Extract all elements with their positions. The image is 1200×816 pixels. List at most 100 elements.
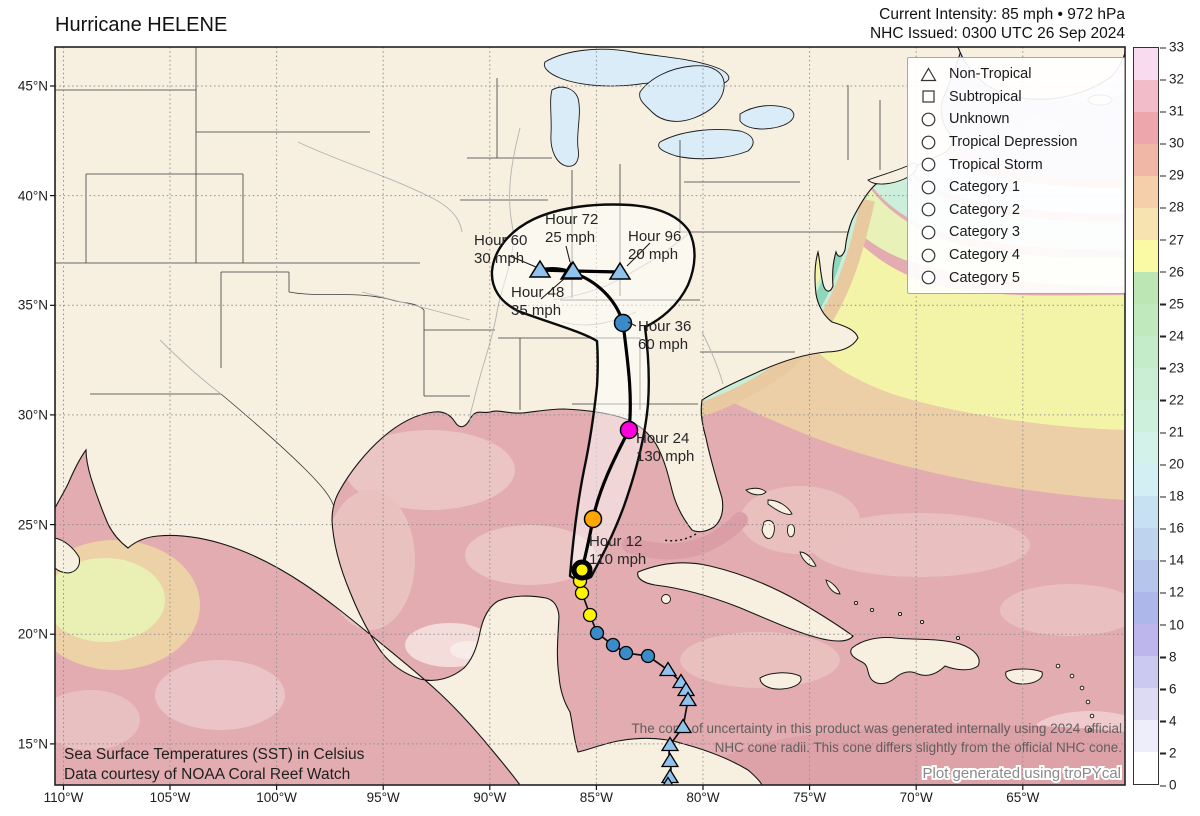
colorbar-tick-label: 22 [1159, 392, 1184, 407]
colorbar-segment [1134, 48, 1158, 80]
observed-track-markers [572, 573, 698, 785]
colorbar-segment [1134, 144, 1158, 176]
category-4-circle-icon [921, 248, 936, 262]
forecast-hour60-marker [528, 259, 552, 278]
colorbar-segment [1134, 560, 1158, 592]
legend-label: Unknown [949, 111, 1010, 128]
legend-label: Category 2 [949, 201, 1020, 218]
legend-item-category-1: Category 1 [908, 176, 1124, 199]
x-tick-label: 110°W [43, 790, 84, 805]
y-tick-label: 30°N [17, 407, 48, 423]
colorbar-tick-label: 28 [1159, 200, 1184, 215]
legend-item-category-5: Category 5 [908, 266, 1124, 289]
legend-item-category-3: Category 3 [908, 221, 1124, 244]
legend-label: Subtropical [949, 88, 1022, 105]
legend: Non-Tropical Subtropical Unknown Tropica… [907, 57, 1125, 294]
legend-item-non-tropical: Non-Tropical [908, 63, 1124, 86]
colorbar-segment [1134, 368, 1158, 400]
forecast-hour72-marker [561, 260, 585, 279]
north-america-landmass [55, 47, 963, 785]
colorbar-tick-label: 32 [1159, 72, 1184, 87]
colorbar-segment [1134, 592, 1158, 624]
colorbar-tick-label: 26 [1159, 264, 1184, 279]
colorbar-tick-label: 4 [1159, 713, 1177, 728]
florida-keys [663, 533, 697, 542]
bahamas [745, 487, 961, 641]
colorbar-tick-label: 31 [1159, 104, 1184, 119]
hour24-label: Hour 24 [636, 430, 689, 447]
colorbar-tick-label: 6 [1159, 681, 1177, 696]
colorbar-segment [1134, 112, 1158, 144]
x-tick-label: 70°W [899, 790, 933, 805]
colorbar-tick-label: 16 [1159, 521, 1184, 536]
legend-item-tropical-storm: Tropical Storm [908, 153, 1124, 176]
y-tick-label: 35°N [17, 297, 48, 313]
current-position-marker [571, 559, 593, 581]
y-tick-label: 15°N [17, 736, 48, 752]
sst-patch [720, 725, 1125, 785]
header-info: Current Intensity: 85 mph • 972 hPa NHC … [870, 5, 1125, 43]
sst-note-line2: Data courtesy of NOAA Coral Reef Watch [64, 766, 350, 783]
colorbar-tick-label: 23 [1159, 360, 1184, 375]
cone-disclaimer-line2: NHC cone radii. This cone differs slight… [715, 740, 1122, 755]
sst-patch [345, 430, 515, 510]
unknown-circle-icon [921, 112, 936, 127]
sst-patch [465, 525, 595, 585]
x-tick-label: 105°W [149, 790, 191, 805]
cone-disclaimer-line1: The cone of uncertainty in this product … [631, 721, 1122, 736]
hour72-label: Hour 72 [545, 211, 598, 228]
hour12-label: Hour 12 [589, 533, 642, 550]
non-tropical-triangle-icon [920, 67, 937, 81]
colorbar-tick-label: 30 [1159, 136, 1184, 151]
legend-item-category-4: Category 4 [908, 244, 1124, 267]
sst-patch [1000, 584, 1125, 636]
hour96-label: Hour 96 [628, 228, 681, 245]
colorbar-tick-label: 12 [1159, 585, 1184, 600]
legend-item-unknown: Unknown [908, 108, 1124, 131]
forecast-markers [528, 259, 639, 529]
category-2-circle-icon [921, 202, 936, 217]
category-5-circle-icon [921, 270, 936, 285]
colorbar-tick-label: 8 [1159, 649, 1177, 664]
colorbar-tick-label: 29 [1159, 168, 1184, 183]
colorbar-segment [1134, 528, 1158, 560]
colorbar-tick-label: 21 [1159, 425, 1184, 440]
x-tick-label: 80°W [686, 790, 720, 805]
colorbar-tick-label: 10 [1159, 617, 1184, 632]
legend-label: Category 5 [949, 269, 1020, 286]
gulf-stream-filament [622, 512, 748, 560]
hour48-wind-label: 35 mph [511, 302, 561, 319]
legend-label: Category 4 [949, 247, 1020, 264]
forecast-hour96-marker [608, 261, 632, 280]
colorbar-segment [1134, 656, 1158, 688]
hour12-wind-label: 110 mph [589, 551, 646, 568]
y-tick-label: 40°N [17, 188, 48, 204]
hour60-wind-label: 30 mph [474, 250, 524, 267]
colorbar-segment [1134, 496, 1158, 528]
sst-patch [55, 690, 140, 750]
legend-item-tropical-depression: Tropical Depression [908, 131, 1124, 154]
sst-patch [680, 632, 840, 688]
colorbar-tick-label: 14 [1159, 553, 1184, 568]
hour36-wind-label: 60 mph [638, 336, 688, 353]
sst-note-line1: Sea Surface Temperatures (SST) in Celsiu… [64, 746, 365, 763]
sst-band-yellowgreen [822, 150, 1125, 286]
y-tick-label: 45°N [17, 78, 48, 94]
x-tick-label: 95°W [366, 790, 400, 805]
y-tick-label: 25°N [17, 517, 48, 533]
nhc-issued-text: NHC Issued: 0300 UTC 26 Sep 2024 [869, 25, 1125, 42]
colorbar-tick-label: 25 [1159, 296, 1184, 311]
axis-tick-marks [50, 85, 1024, 790]
hispaniola [850, 637, 980, 685]
great-lakes [543, 48, 795, 167]
colorbar-segment [1134, 688, 1158, 720]
x-tick-label: 100°W [256, 790, 297, 805]
colorbar-tick-label: 33 [1159, 40, 1184, 55]
colorbar-ticks: 33 32 31 30 29 28 27 26 25 24 23 22 21 20 18 16 14 12 10 8 6… [1159, 40, 1199, 793]
legend-label: Category 3 [949, 224, 1020, 241]
lesser-antilles [1055, 663, 1095, 733]
sst-patch [155, 660, 285, 730]
hour60-label: Hour 60 [474, 232, 527, 249]
hour96-wind-label: 20 mph [628, 246, 678, 263]
colorbar-segment [1134, 304, 1158, 336]
